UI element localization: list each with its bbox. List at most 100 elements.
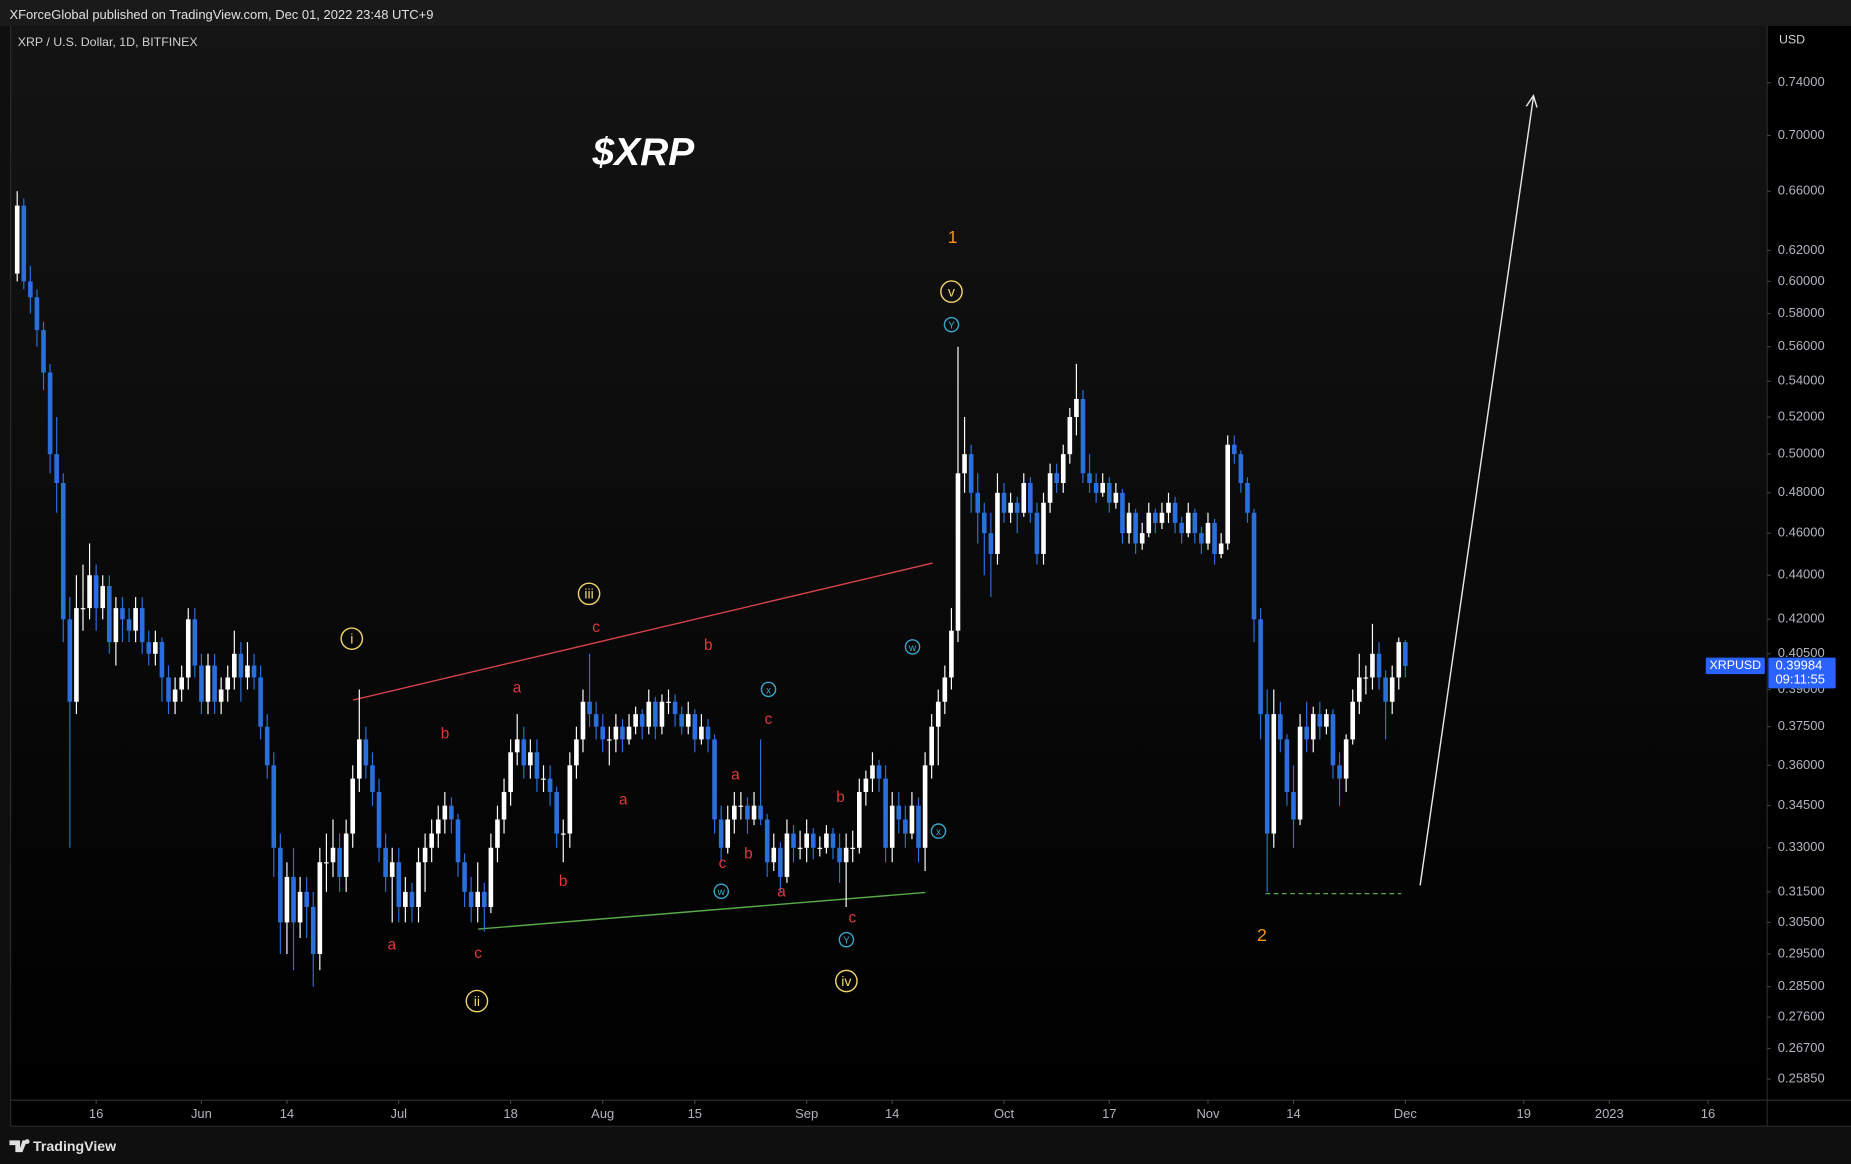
candle-body (330, 847, 336, 863)
wave-label: a (619, 791, 628, 808)
x-tick-label: 16 (89, 1106, 103, 1121)
wave-circle (713, 883, 730, 900)
candle-body (1212, 522, 1217, 554)
y-tick-label: 0.29500 (1778, 945, 1825, 960)
x-tick-label: 14 (885, 1106, 899, 1121)
candle-body (1199, 533, 1204, 544)
candle-body (482, 891, 487, 908)
time-axis (10, 1100, 1768, 1127)
candle-body (442, 805, 448, 820)
candle-body (1363, 677, 1369, 679)
candle-body (317, 862, 323, 954)
candle-body (41, 330, 46, 373)
candle-body (1218, 543, 1224, 554)
candle-body (199, 665, 204, 702)
y-tick-label: 0.46000 (1778, 525, 1825, 540)
candle-body (528, 752, 533, 766)
candle-body (1383, 677, 1388, 702)
candle-body (725, 819, 731, 848)
candle-body (903, 819, 908, 834)
wave-label: 2 (1257, 925, 1267, 945)
candle-body (1028, 483, 1033, 513)
candle-body (856, 792, 862, 848)
candle-body (251, 665, 257, 678)
candle-body (1284, 739, 1290, 793)
projection-arrow (1419, 96, 1535, 886)
candle-body (758, 805, 763, 820)
candle-body (1054, 473, 1059, 484)
candle-body (455, 819, 461, 863)
symbol: XRP / U.S. Dollar, 1D, BITFINEX (18, 35, 198, 49)
candle-body (1166, 502, 1171, 513)
candle-body (1021, 483, 1027, 513)
x-tick-label: Nov (1196, 1106, 1220, 1121)
candle-body (153, 642, 158, 654)
candle-body (791, 833, 796, 848)
candle-body (955, 473, 961, 631)
candle-body (837, 847, 842, 863)
candle-body (172, 689, 178, 702)
candle-body (1106, 483, 1112, 503)
header-bar (0, 0, 1851, 26)
last-price-tag (1768, 657, 1836, 689)
candle-body (883, 778, 888, 848)
candle-body (264, 726, 270, 766)
candle-body (606, 739, 612, 741)
candle-body (1304, 726, 1309, 740)
wave-label: i (350, 632, 353, 648)
candle-body (1047, 473, 1053, 503)
y-tick-label: 0.50000 (1778, 446, 1825, 461)
candle-body (1067, 416, 1073, 455)
wave-label: b (441, 725, 450, 742)
symbol-tag (1705, 657, 1765, 675)
wave-circle (904, 639, 921, 655)
candle-body (1133, 512, 1138, 544)
candle-body (310, 907, 316, 954)
wave-label: w (908, 643, 917, 654)
candle-body (508, 752, 513, 793)
candle-body (1008, 502, 1013, 513)
wave-label: iii (584, 587, 593, 603)
candle-body (47, 372, 53, 455)
candle-body (238, 653, 244, 678)
candle-body (521, 739, 527, 766)
trend-line (478, 891, 926, 930)
candle-body (1396, 642, 1402, 678)
y-tick-label: 0.40500 (1778, 645, 1825, 660)
candle-body (817, 847, 823, 849)
candle-body (192, 619, 198, 666)
wave-label: c (474, 945, 482, 962)
candle-body (1225, 444, 1231, 544)
candle-body (613, 726, 619, 740)
candle-body (28, 281, 33, 298)
x-tick-label: Aug (591, 1106, 614, 1121)
y-tick-label: 0.44000 (1778, 567, 1825, 582)
y-tick-label: 0.56000 (1778, 338, 1825, 353)
symbol-tag-text: XRPUSD (1710, 658, 1762, 672)
candle-body (731, 805, 737, 820)
candle-body (1376, 653, 1382, 678)
candle-body (949, 630, 954, 678)
candle-body (1001, 492, 1007, 513)
candle-body (389, 862, 395, 877)
candle-body (133, 608, 138, 631)
y-tick-label: 0.62000 (1778, 242, 1825, 257)
candle-body (1258, 619, 1263, 715)
candle-body (343, 833, 349, 877)
trend-line (352, 562, 933, 701)
candle-body (488, 847, 494, 908)
candle-body (284, 876, 290, 923)
candle-body (685, 714, 691, 727)
candle-body (554, 792, 559, 834)
candle-body (922, 765, 928, 848)
candle-body (179, 677, 184, 690)
candle-body (1080, 398, 1086, 474)
candle-body (1159, 512, 1165, 523)
candle-body (67, 619, 73, 702)
candle-body (1271, 714, 1277, 834)
candle-body (1389, 677, 1395, 702)
candle-body (1317, 714, 1323, 727)
candle-body (600, 726, 606, 740)
candle-body (409, 891, 415, 908)
candle-body (429, 833, 434, 848)
